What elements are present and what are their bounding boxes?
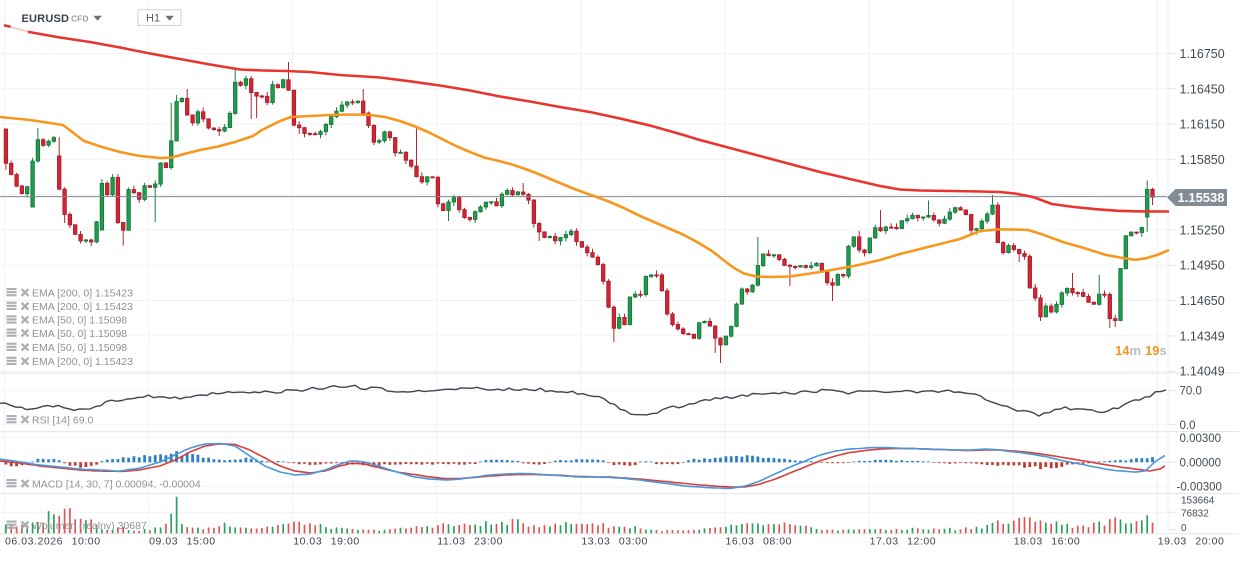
svg-text:0.00000: 0.00000 <box>1180 457 1222 469</box>
svg-text:0.00300: 0.00300 <box>1180 433 1222 445</box>
svg-text:1.14650: 1.14650 <box>1180 294 1225 308</box>
svg-text:1.14049: 1.14049 <box>1180 365 1225 379</box>
svg-text:EMA [50, 0] 1.15098: EMA [50, 0] 1.15098 <box>32 315 127 327</box>
svg-text:Wolumen (realny) 30687: Wolumen (realny) 30687 <box>32 520 147 532</box>
svg-text:0.0: 0.0 <box>1180 420 1196 432</box>
svg-text:70.0: 70.0 <box>1180 386 1202 398</box>
svg-text:H1: H1 <box>146 12 160 24</box>
svg-text:EMA [50, 0] 1.15098: EMA [50, 0] 1.15098 <box>32 342 127 354</box>
svg-text:1.16450: 1.16450 <box>1180 82 1225 96</box>
svg-text:1.15538: 1.15538 <box>1178 190 1225 205</box>
svg-text:1.14349: 1.14349 <box>1180 329 1225 343</box>
svg-text:1.15250: 1.15250 <box>1180 223 1225 237</box>
svg-text:RSI [14] 69.0: RSI [14] 69.0 <box>32 414 93 426</box>
svg-text:0: 0 <box>1181 523 1187 534</box>
svg-text:1.16750: 1.16750 <box>1180 47 1225 61</box>
svg-text:153664: 153664 <box>1181 496 1215 507</box>
svg-text:76832: 76832 <box>1181 508 1209 519</box>
svg-text:EMA [200, 0] 1.15423: EMA [200, 0] 1.15423 <box>32 356 133 368</box>
svg-text:1.15850: 1.15850 <box>1180 153 1225 167</box>
svg-text:1.14950: 1.14950 <box>1180 259 1225 273</box>
svg-text:EMA [50, 0] 1.15098: EMA [50, 0] 1.15098 <box>32 328 127 340</box>
svg-text:MACD [14, 30, 7] 0.00094, -0.0: MACD [14, 30, 7] 0.00094, -0.00004 <box>32 478 201 490</box>
svg-text:-0.00300: -0.00300 <box>1177 482 1222 494</box>
svg-text:EMA [200, 0] 1.15423: EMA [200, 0] 1.15423 <box>32 301 133 313</box>
svg-text:CFD: CFD <box>71 13 88 23</box>
svg-text:1.16150: 1.16150 <box>1180 118 1225 132</box>
svg-text:EURUSD: EURUSD <box>22 13 70 25</box>
svg-text:EMA [200, 0] 1.15423: EMA [200, 0] 1.15423 <box>32 287 133 299</box>
